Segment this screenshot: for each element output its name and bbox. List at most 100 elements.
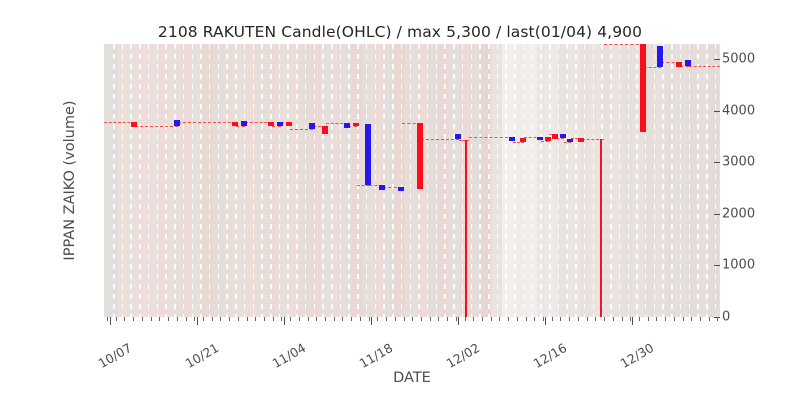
vertical-gridline xyxy=(514,44,516,317)
x-axis-minor-tick xyxy=(700,317,701,321)
close-reference-line xyxy=(104,122,135,124)
background-band xyxy=(502,44,515,317)
candle-up xyxy=(322,126,328,135)
x-axis-minor-tick xyxy=(194,317,196,321)
y-axis-tick-mark xyxy=(714,162,720,164)
vertical-gridline xyxy=(400,44,403,317)
background-band xyxy=(321,44,331,317)
background-band xyxy=(149,44,159,317)
background-band xyxy=(191,44,201,317)
background-band xyxy=(180,44,191,317)
close-reference-line xyxy=(272,126,281,128)
vertical-gridline xyxy=(304,44,307,317)
vertical-gridline xyxy=(174,44,176,317)
x-axis-minor-tick xyxy=(325,317,326,321)
background-band xyxy=(437,44,449,317)
candle-up xyxy=(417,123,423,190)
candle-down xyxy=(277,121,283,127)
close-reference-line xyxy=(556,138,564,140)
background-band xyxy=(127,44,137,317)
close-reference-line xyxy=(326,123,348,125)
vertical-gridline xyxy=(610,44,612,317)
vertical-gridline xyxy=(505,44,507,317)
y-axis-tick-label: 0 xyxy=(722,309,731,325)
x-axis-minor-tick xyxy=(316,317,318,321)
x-axis-tick-label: 10/21 xyxy=(182,340,222,372)
background-band xyxy=(277,44,287,317)
x-axis-minor-tick xyxy=(290,317,292,321)
x-axis-minor-tick xyxy=(569,317,571,321)
x-axis-minor-tick xyxy=(551,317,553,321)
vertical-gridline xyxy=(383,44,385,317)
x-axis-minor-tick xyxy=(482,317,483,321)
close-reference-line xyxy=(348,126,357,128)
close-reference-line xyxy=(402,123,421,125)
background-band xyxy=(104,44,118,317)
candle-up xyxy=(676,62,682,68)
background-band xyxy=(718,44,720,317)
candle-down xyxy=(455,133,461,140)
vertical-gridline xyxy=(296,44,298,317)
x-axis-minor-tick xyxy=(656,317,658,321)
background-band xyxy=(256,44,265,317)
x-axis-minor-tick xyxy=(211,317,213,321)
x-axis-minor-tick xyxy=(351,317,353,321)
candle-down xyxy=(657,46,663,67)
candle-down xyxy=(379,185,385,190)
close-reference-line xyxy=(178,121,236,123)
y-axis-tick-label: 3000 xyxy=(722,154,756,170)
x-axis-minor-tick xyxy=(176,317,178,321)
vertical-gridline xyxy=(191,44,194,317)
close-reference-line xyxy=(369,185,383,187)
x-axis-minor-tick xyxy=(150,317,152,321)
x-axis-minor-tick xyxy=(534,317,536,321)
candle-up xyxy=(552,133,558,140)
vertical-gridline xyxy=(409,44,412,317)
vertical-gridline xyxy=(697,44,699,317)
close-reference-line xyxy=(281,122,290,124)
y-axis-tick-mark xyxy=(714,317,720,318)
x-axis-minor-tick xyxy=(159,317,161,321)
vertical-gridline xyxy=(156,44,159,317)
candle-down xyxy=(309,123,315,129)
close-reference-line xyxy=(357,185,369,187)
x-axis-minor-tick xyxy=(420,317,422,321)
x-axis-minor-tick xyxy=(394,317,396,321)
x-axis-title: DATE xyxy=(393,370,431,386)
x-axis-minor-tick xyxy=(577,317,579,321)
background-band xyxy=(611,44,623,317)
vertical-gridline xyxy=(575,44,577,317)
x-axis-minor-tick xyxy=(403,317,405,321)
x-axis-minor-tick xyxy=(307,317,309,321)
x-axis-tick-label: 11/18 xyxy=(356,340,396,372)
vertical-gridline xyxy=(444,44,446,317)
x-axis-minor-tick xyxy=(499,317,501,321)
close-reference-line xyxy=(135,125,178,127)
x-axis-minor-tick xyxy=(333,317,335,321)
close-reference-line xyxy=(290,128,313,130)
candle-up xyxy=(578,138,584,142)
vertical-gridline xyxy=(592,44,595,317)
background-band xyxy=(644,44,654,317)
x-axis-minor-tick xyxy=(708,317,710,321)
y-axis-tick-mark xyxy=(714,59,720,61)
x-axis-minor-tick xyxy=(691,317,693,321)
background-band xyxy=(244,44,256,317)
x-axis-minor-tick xyxy=(107,317,108,321)
close-reference-line xyxy=(459,140,469,142)
candle-up xyxy=(232,121,238,127)
vertical-gridline xyxy=(261,44,263,317)
vertical-gridline xyxy=(313,44,316,317)
y-axis-tick-mark xyxy=(714,213,720,215)
vertical-gridline xyxy=(287,44,289,317)
background-band xyxy=(331,44,342,317)
x-axis-major-tick xyxy=(284,317,285,325)
vertical-gridline xyxy=(392,44,394,317)
candle-down xyxy=(509,137,515,141)
background-band xyxy=(601,44,611,317)
vertical-gridline xyxy=(679,44,682,317)
vertical-gridline xyxy=(139,44,141,317)
x-axis-minor-tick xyxy=(543,317,544,321)
close-reference-line xyxy=(582,139,604,141)
candle-up xyxy=(600,139,602,317)
